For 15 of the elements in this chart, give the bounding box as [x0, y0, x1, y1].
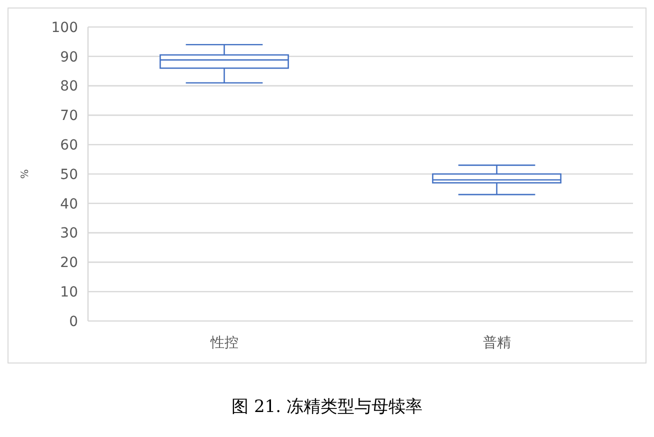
y-tick-label: 100	[51, 20, 78, 36]
caption: 图 21. 冻精类型与母犊率	[232, 397, 422, 417]
x-tick-label: 普精	[482, 334, 511, 351]
y-tick-label: 50	[60, 166, 78, 183]
y-axis-title: %	[20, 169, 31, 179]
y-tick-label: 0	[69, 314, 78, 330]
y-tick-label: 90	[60, 49, 78, 66]
y-tick-label: 80	[60, 78, 78, 95]
x-tick-label: 性控	[209, 335, 238, 351]
y-tick-label: 60	[60, 138, 78, 154]
y-tick-label: 40	[60, 196, 78, 212]
y-tick-label: 30	[60, 226, 78, 242]
y-tick-label: 10	[60, 284, 78, 300]
y-tick-label: 70	[60, 108, 78, 124]
y-tick-label: 20	[60, 255, 78, 272]
